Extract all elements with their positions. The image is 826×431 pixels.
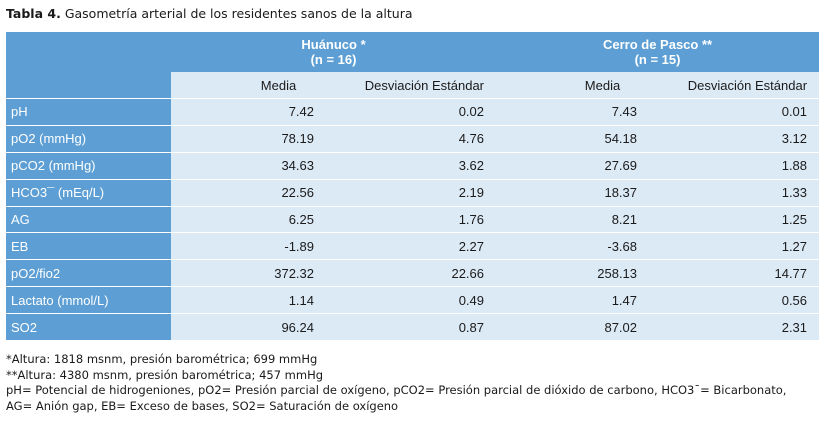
table-cell: 78.19 xyxy=(171,124,326,153)
table-cell: 1.76 xyxy=(326,205,497,233)
table-row: AG 6.25 1.76 8.21 1.25 xyxy=(6,205,820,233)
row-label: pO2/fio2 xyxy=(6,259,171,287)
table-caption-label: Tabla 4. xyxy=(6,6,61,21)
column-header-sd: Desviación Estándar xyxy=(326,72,497,99)
footnote: *Altura: 1818 msnm, presión barométrica;… xyxy=(6,352,318,366)
table-cell: 3.12 xyxy=(649,124,820,153)
row-label: EB xyxy=(6,232,171,260)
group-n: (n = 15) xyxy=(634,52,681,67)
table-cell: 0.02 xyxy=(326,98,497,126)
group-header-cerro-de-pasco: Cerro de Pasco ** (n = 15) xyxy=(496,32,820,72)
footnote: **Altura: 4380 msnm, presión barométrica… xyxy=(6,367,324,382)
table-cell: 96.24 xyxy=(171,313,326,341)
row-label: pCO2 (mmHg) xyxy=(6,151,171,180)
row-label: AG xyxy=(6,205,171,233)
table-row: EB -1.89 2.27 -3.68 1.27 xyxy=(6,232,820,260)
row-label: Lactato (mmol/L) xyxy=(6,286,171,314)
column-header-media: Media xyxy=(171,72,326,99)
header-corner xyxy=(6,32,171,72)
group-n: (n = 16) xyxy=(310,52,357,67)
footnote: AG= Anión gap, EB= Exceso de bases, SO2=… xyxy=(6,398,399,413)
table-row: Lactato (mmol/L) 1.14 0.49 1.47 0.56 xyxy=(6,286,820,314)
group-header-row: Huánuco * (n = 16) Cerro de Pasco ** (n … xyxy=(6,32,820,72)
table-cell: 258.13 xyxy=(496,259,650,287)
table-row: HCO3¯ (mEq/L) 22.56 2.19 18.37 1.33 xyxy=(6,178,820,207)
table-cell: 1.88 xyxy=(649,151,820,180)
table-caption-text: Gasometría arterial de los residentes sa… xyxy=(64,6,413,21)
table-row: pO2 (mmHg) 78.19 4.76 54.18 3.12 xyxy=(6,124,820,153)
table-cell: 7.43 xyxy=(496,98,650,126)
table-cell: 0.56 xyxy=(649,286,820,314)
table-cell: 2.19 xyxy=(326,178,497,207)
table-footnotes: *Altura: 1818 msnm, presión barométrica;… xyxy=(6,352,822,414)
table-cell: 54.18 xyxy=(496,124,650,153)
table-cell: 1.25 xyxy=(649,205,820,233)
table-row: pO2/fio2 372.32 22.66 258.13 14.77 xyxy=(6,259,820,287)
table-row: SO2 96.24 0.87 87.02 2.31 xyxy=(6,313,820,341)
table-cell: 0.01 xyxy=(649,98,820,126)
column-header-sd: Desviación Estándar xyxy=(649,72,820,99)
table-cell: 7.42 xyxy=(171,98,326,126)
subheader-corner xyxy=(6,72,171,99)
table-cell: 1.14 xyxy=(171,286,326,314)
table-cell: 27.69 xyxy=(496,151,650,180)
table-row: pCO2 (mmHg) 34.63 3.62 27.69 1.88 xyxy=(6,151,820,180)
row-label: pH xyxy=(6,98,171,126)
group-name: Huánuco * xyxy=(301,37,366,52)
table-cell: 3.62 xyxy=(326,151,497,180)
row-label: HCO3¯ (mEq/L) xyxy=(6,178,171,207)
table-cell: 4.76 xyxy=(326,124,497,153)
table-cell: 0.49 xyxy=(326,286,497,314)
table-cell: 18.37 xyxy=(496,178,650,207)
subheader-row: Media Desviación Estándar Media Desviaci… xyxy=(6,72,820,99)
row-label: pO2 (mmHg) xyxy=(6,124,171,153)
table-cell: -3.68 xyxy=(496,232,650,260)
table-cell: 1.33 xyxy=(649,178,820,207)
table-cell: -1.89 xyxy=(171,232,326,260)
footnote: pH= Potencial de hidrogeniones, pO2= Pre… xyxy=(6,383,787,397)
table-cell: 2.27 xyxy=(326,232,497,260)
table-cell: 372.32 xyxy=(171,259,326,287)
table-caption: Tabla 4. Gasometría arterial de los resi… xyxy=(6,6,413,21)
table-cell: 2.31 xyxy=(649,313,820,341)
blood-gas-table: Huánuco * (n = 16) Cerro de Pasco ** (n … xyxy=(6,32,820,341)
table-cell: 0.87 xyxy=(326,313,497,341)
table-cell: 22.66 xyxy=(326,259,497,287)
table-cell: 1.47 xyxy=(496,286,650,314)
table-cell: 14.77 xyxy=(649,259,820,287)
table-cell: 1.27 xyxy=(649,232,820,260)
table-cell: 34.63 xyxy=(171,151,326,180)
row-label: SO2 xyxy=(6,313,171,341)
table-row: pH 7.42 0.02 7.43 0.01 xyxy=(6,98,820,126)
table-body: pH 7.42 0.02 7.43 0.01 pO2 (mmHg) 78.19 4.76 54.… xyxy=(6,98,820,341)
table-cell: 87.02 xyxy=(496,313,650,341)
group-name: Cerro de Pasco ** xyxy=(602,37,713,52)
table-cell: 22.56 xyxy=(171,178,326,207)
column-header-media: Media xyxy=(496,72,650,99)
group-header-huanuco: Huánuco * (n = 16) xyxy=(171,32,497,72)
table-cell: 8.21 xyxy=(496,205,650,233)
table-cell: 6.25 xyxy=(171,205,326,233)
